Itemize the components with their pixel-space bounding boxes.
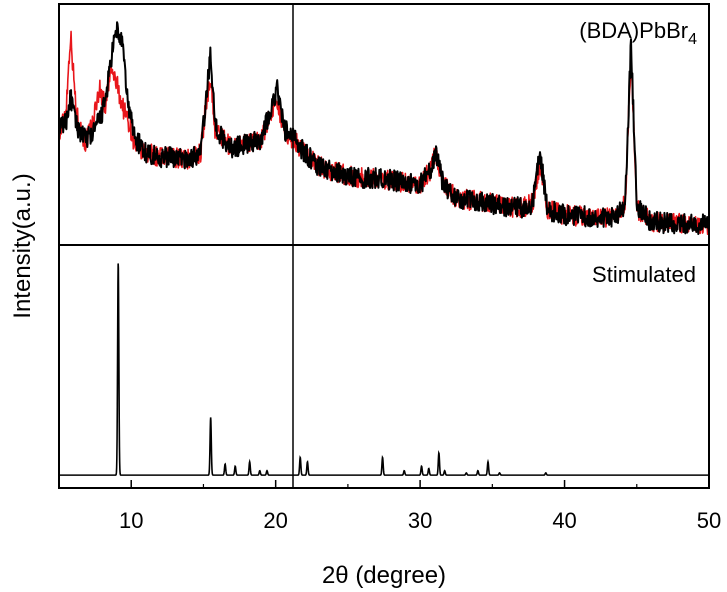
x-axis-ticks: 10 20 30 40 50 [58,480,721,533]
bottom-panel-series [59,263,709,476]
top-panel-label: (BDA)PbBr4 [579,18,697,48]
xrd-series-line-1 [58,21,710,236]
bottom-panel-label: Stimulated [592,262,696,287]
x-tick-label: 20 [263,508,287,533]
y-axis-label: Intensity(a.u.) [9,173,36,318]
x-tick-label: 10 [119,508,143,533]
bottom-panel-frame [58,244,710,489]
x-tick-label: 50 [697,508,721,533]
x-axis-label: 2θ (degree) [322,562,446,589]
xrd-series-line-0 [58,30,710,236]
x-tick-label: 40 [552,508,576,533]
top-panel-series [58,21,710,236]
x-tick-label: 30 [408,508,432,533]
simulated-pattern-line [59,263,709,476]
